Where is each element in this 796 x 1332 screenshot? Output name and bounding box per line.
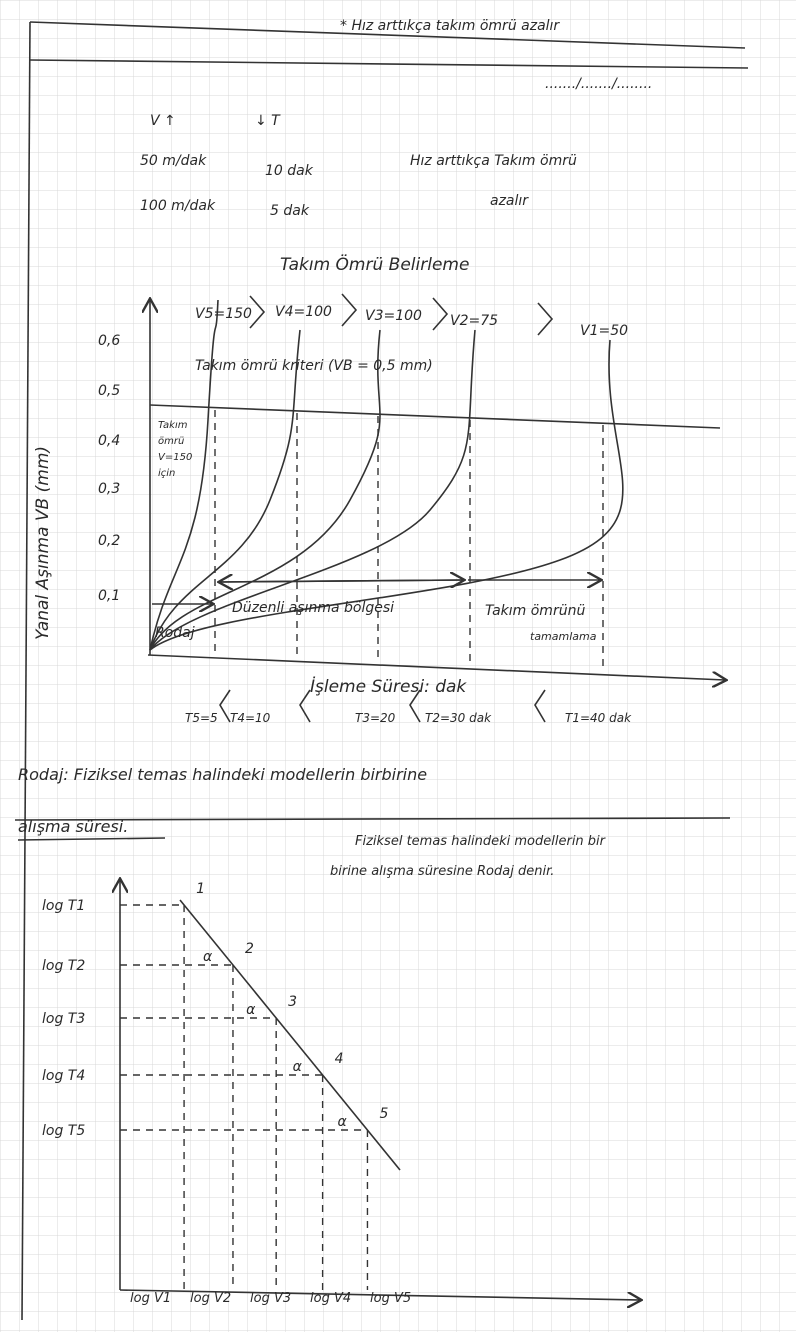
point-label: 5 bbox=[379, 1106, 388, 1122]
y-tick-label: 0,1 bbox=[98, 588, 120, 604]
region: Düzenli aşınma bölgesi bbox=[232, 600, 394, 616]
time-label: T4=10 bbox=[230, 711, 271, 725]
table-cell: 50 m/dak bbox=[140, 153, 207, 169]
life-note: Takım bbox=[158, 420, 188, 431]
life-note: V=150 bbox=[158, 452, 192, 463]
criterion: Takım ömrü kriteri (VB = 0,5 mm) bbox=[195, 358, 433, 374]
wear-curve bbox=[149, 339, 624, 651]
time-label: T1=40 dak bbox=[565, 711, 632, 725]
definition-note: Fiziksel temas halindeki modellerin bir bbox=[355, 834, 607, 849]
log-t-label: log T3 bbox=[42, 1011, 85, 1027]
date: ......./......./........ bbox=[545, 76, 652, 92]
underline bbox=[14, 817, 731, 821]
angle-label: α bbox=[246, 1002, 256, 1018]
y-tick-label: 0,4 bbox=[98, 433, 120, 449]
remark: azalır bbox=[490, 193, 529, 209]
log-t-label: log T2 bbox=[42, 958, 85, 974]
time-label: T5=5 bbox=[185, 711, 218, 725]
page-border bbox=[29, 59, 749, 69]
graph-title: Takım Ömrü Belirleme bbox=[280, 253, 469, 275]
less-sign bbox=[299, 689, 311, 723]
speed-label: V1=50 bbox=[580, 323, 628, 339]
life-note: ömrü bbox=[158, 436, 184, 447]
definition: alışma süresi. bbox=[18, 817, 128, 836]
log-t-label: log T5 bbox=[42, 1123, 85, 1139]
less-sign bbox=[219, 689, 231, 723]
steady-arrow bbox=[220, 580, 464, 582]
greater-sign bbox=[341, 293, 358, 327]
table-head: V ↑ bbox=[150, 113, 176, 129]
point-label: 2 bbox=[245, 941, 254, 957]
y-tick-label: 0,3 bbox=[98, 481, 120, 497]
log-guides bbox=[120, 904, 369, 1290]
greater-sign bbox=[537, 302, 554, 336]
y-label: Yanal Aşınma VB (mm) bbox=[33, 446, 53, 640]
speed-label: V3=100 bbox=[365, 308, 422, 324]
y-tick-label: 0,5 bbox=[98, 383, 120, 399]
life-drops bbox=[214, 410, 604, 672]
life-note: için bbox=[158, 468, 175, 479]
log-v-label: log V5 bbox=[370, 1291, 411, 1306]
speed-label: V4=100 bbox=[275, 304, 332, 320]
region: tamamlama bbox=[530, 630, 597, 643]
less-sign bbox=[534, 689, 546, 723]
table-cell: 10 dak bbox=[265, 163, 314, 179]
angle-label: α bbox=[293, 1059, 303, 1075]
region: Takım ömrünü bbox=[485, 603, 585, 619]
time-label: T2=30 dak bbox=[425, 711, 492, 725]
y-tick-label: 0,2 bbox=[98, 533, 120, 549]
remark: Hız arttıkça Takım ömrü bbox=[410, 153, 577, 169]
log-v-label: log V1 bbox=[130, 1291, 171, 1306]
table-head: ↓ T bbox=[255, 113, 281, 129]
less-sign bbox=[409, 689, 421, 723]
header-note: * Hız arttıkça takım ömrü azalır bbox=[340, 18, 560, 34]
greater-sign bbox=[249, 295, 266, 329]
x-label: İşleme Süresi: dak bbox=[310, 676, 467, 697]
region: Rodaj bbox=[155, 625, 195, 641]
criterion-line bbox=[149, 404, 721, 429]
x-axis bbox=[119, 1289, 640, 1300]
log-t-label: log T4 bbox=[42, 1068, 85, 1084]
angle-label: α bbox=[337, 1114, 347, 1130]
speed-label: V2=75 bbox=[450, 313, 498, 329]
table-cell: 5 dak bbox=[270, 203, 310, 219]
log-t-label: log T1 bbox=[42, 898, 85, 914]
page-border bbox=[29, 21, 746, 49]
definition: Rodaj: Fiziksel temas halindeki modeller… bbox=[18, 765, 427, 784]
log-line bbox=[179, 899, 401, 1171]
wear-curve bbox=[149, 329, 301, 651]
table-cell: 100 m/dak bbox=[140, 198, 216, 214]
y-tick-label: 0,6 bbox=[98, 333, 120, 349]
wear-curve bbox=[149, 329, 381, 651]
angle-label: α bbox=[203, 949, 213, 965]
page-border bbox=[21, 21, 31, 1321]
point-label: 1 bbox=[196, 881, 205, 897]
time-label: T3=20 bbox=[355, 711, 396, 725]
definition-note: birine alışma süresine Rodaj denir. bbox=[330, 864, 554, 879]
log-v-label: log V2 bbox=[190, 1291, 231, 1306]
wear-curve bbox=[149, 299, 219, 651]
x-axis bbox=[147, 654, 725, 680]
point-label: 4 bbox=[335, 1051, 344, 1067]
speed-label: V5=150 bbox=[195, 306, 252, 322]
log-v-label: log V3 bbox=[250, 1291, 291, 1306]
underline bbox=[17, 837, 166, 841]
greater-sign bbox=[432, 297, 449, 331]
log-v-label: log V4 bbox=[310, 1291, 351, 1306]
point-label: 3 bbox=[288, 994, 297, 1010]
